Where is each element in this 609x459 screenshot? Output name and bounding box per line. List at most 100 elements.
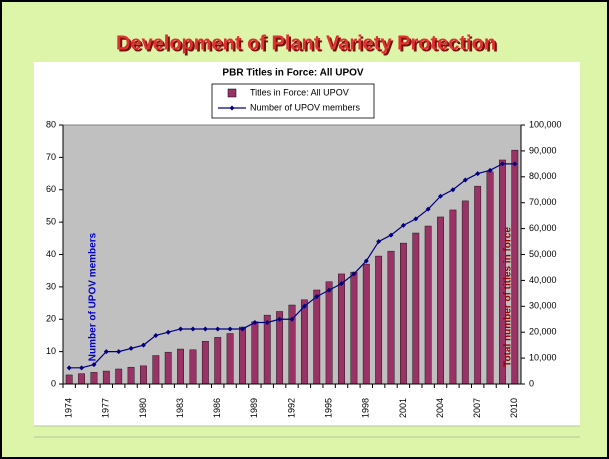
line-marker [400,222,406,228]
line-marker [314,294,320,300]
bar [102,370,110,385]
y-tick-label: 50 [46,217,56,227]
bar [127,366,135,385]
line-marker [388,232,394,238]
bar [424,225,432,385]
bar [201,341,209,385]
x-tick-label: 1980 [138,398,148,418]
bar [276,311,284,385]
bar [300,299,308,385]
y-tick-label: 70 [46,152,56,162]
plot: 0 10 20 30 40 50 60 70 80 0 10,000 20,000 30,000 40,0… [46,87,562,418]
y2-tick-label: 80,000 [529,171,557,181]
line-marker [66,365,72,371]
line-marker [79,365,85,371]
bar [375,255,383,385]
y2-axis-title: Total number of titles in force [503,227,514,367]
line-marker [499,161,505,167]
y-tick-label: 10 [46,346,56,356]
y-tick-label: 0 [51,378,56,388]
legend-label: Number of UPOV members [250,102,361,112]
bar [177,348,184,385]
line-marker [252,319,258,325]
line-marker [103,349,109,355]
y2-tick-label: 20,000 [529,327,557,337]
x-tick-label: 1992 [286,398,296,418]
line-marker [140,342,146,348]
x-tick-label: 2010 [509,398,519,418]
x-tick-label: 1989 [249,398,259,418]
bar [251,321,259,385]
line-marker [91,362,97,368]
line-marker [190,326,196,332]
bar [164,351,172,385]
bar [65,374,73,385]
line-marker [289,316,295,322]
line-marker [438,193,444,199]
y2-tick-label: 40,000 [529,275,557,285]
x-tick-label: 1998 [361,398,371,418]
x-tick-label: 1983 [175,398,185,418]
line-marker [487,167,493,173]
line-marker [326,287,332,293]
x-tick-label: 2004 [435,398,445,418]
chart-title: PBR Titles in Force: All UPOV [222,68,363,79]
bar [486,171,494,385]
line-marker [227,326,233,332]
bar [362,263,370,385]
line-marker [165,329,171,335]
y2-tick-label: 100,000 [529,119,562,129]
bar [115,368,123,385]
y2-tick-label: 90,000 [529,145,557,155]
line-marker [116,349,122,355]
y-tick-label: 40 [46,249,56,259]
y2-tick-label: 30,000 [529,301,557,311]
x-tick-label: 1974 [64,398,74,418]
bar [214,337,222,385]
bar [90,372,98,385]
y2-tick-label: 60,000 [529,223,557,233]
line-marker [215,326,221,332]
x-tick-label: 1986 [212,398,222,418]
bar [474,185,482,385]
legend-label: Titles in Force: All UPOV [250,87,349,97]
y2-tick-label: 10,000 [529,352,557,362]
x-tick-label: 2007 [472,398,482,418]
line-marker [128,345,134,351]
bar [461,200,469,385]
legend [211,83,375,119]
bar [152,355,160,385]
line-marker [339,281,345,287]
bar [400,242,407,385]
bar [140,365,147,385]
y-tick-label: 30 [46,281,56,291]
bar [263,314,271,385]
line-marker [425,206,431,212]
line-marker [376,239,382,245]
bar [226,333,234,385]
line-marker [351,271,357,277]
y2-tick-label: 70,000 [529,197,557,207]
line-marker [202,326,208,332]
y-tick-label: 80 [46,119,56,129]
line-marker [153,332,159,338]
x-tick-label: 2001 [398,398,408,418]
line-marker [277,316,283,322]
bar [350,271,358,385]
bar [412,232,420,385]
line-marker [512,161,518,167]
slide-title: Development of Plant Variety Protection [116,32,496,54]
y-tick-label: 60 [46,184,56,194]
line-marker [413,216,419,222]
bar [338,273,345,385]
bar [325,281,333,385]
y2-tick-label: 50,000 [529,249,557,259]
x-tick-label: 1995 [324,398,334,418]
line-marker [450,187,456,193]
line-marker [239,326,245,332]
bar [437,216,444,385]
y-axis-title: Number of UPOV members [88,232,99,361]
bar [449,209,457,385]
slide-title-shadow: Development of Plant Variety Protection [118,34,498,56]
